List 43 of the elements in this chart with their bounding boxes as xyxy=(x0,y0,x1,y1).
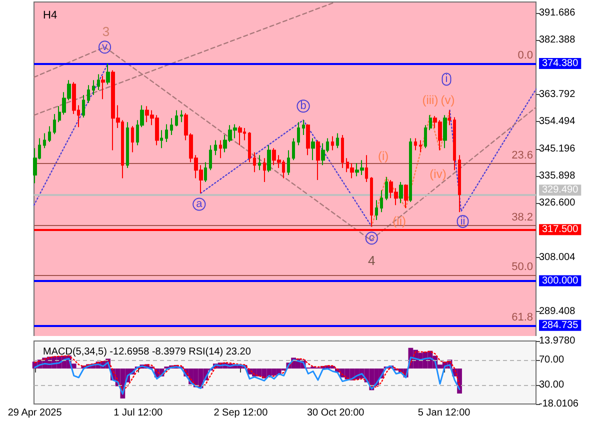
y-tick-label: 382.388 xyxy=(539,34,576,46)
ref-line-label: 300.000 xyxy=(542,275,579,286)
annotation: 61.8 xyxy=(512,311,533,324)
y-tick-label: 391.686 xyxy=(539,7,576,18)
annotation: 23.6 xyxy=(512,149,533,162)
annotation: (iv) xyxy=(430,167,446,182)
x-tick-label: 5 Jan 12:00 xyxy=(418,408,471,418)
text: H4 xyxy=(43,10,58,22)
y-tick-label: 326.600 xyxy=(539,198,576,209)
annotation: 50.0 xyxy=(512,261,533,274)
x-tick-label: 1 Jul 12:00 xyxy=(114,408,164,418)
annotation: (iii) xyxy=(422,93,438,108)
y-tick-label: 289.408 xyxy=(539,306,576,318)
y-tick-label: 345.196 xyxy=(539,143,576,154)
annotation: i xyxy=(445,73,448,86)
ref-line-label: 374.380 xyxy=(542,58,579,70)
annotation: b xyxy=(300,100,306,112)
y-tick-label: -18.0106 xyxy=(539,398,579,410)
y-tick-label: 363.792 xyxy=(539,88,576,100)
annotation: (ii) xyxy=(392,214,406,228)
annotation: (i) xyxy=(378,149,389,164)
annotation: ii xyxy=(460,215,466,228)
x-tick-label: 2 Sep 12:00 xyxy=(214,408,268,418)
y-tick-label: 354.494 xyxy=(539,116,576,128)
y2-tick-label: 30.00 xyxy=(539,380,564,391)
y2-tick-label: 70.00 xyxy=(539,354,564,366)
text: MACD(5,34,5) -12.6958 -8.3979 RSI(14) 23.20 xyxy=(43,346,252,358)
annotation: 4 xyxy=(368,252,376,268)
annotation: c xyxy=(368,232,375,244)
x-tick-label: 29 Apr 2025 xyxy=(8,408,62,418)
ref-line-label: 317.500 xyxy=(542,224,579,236)
x-tick-label: 30 Oct 20:00 xyxy=(306,408,365,418)
annotation: 0.0 xyxy=(518,50,533,62)
annotation: a xyxy=(196,198,204,210)
annotation: (v) xyxy=(440,93,455,108)
y-tick-label: 13.9780 xyxy=(539,336,576,346)
annotation: 3 xyxy=(102,24,110,39)
annotation: 38.2 xyxy=(512,211,533,224)
y-tick-label: 308.004 xyxy=(539,252,576,263)
ref-line-label: 284.735 xyxy=(542,320,579,331)
ref-line-label: 329.490 xyxy=(542,184,579,196)
y-tick-label: 335.898 xyxy=(539,170,576,182)
annotation: v xyxy=(102,41,108,54)
